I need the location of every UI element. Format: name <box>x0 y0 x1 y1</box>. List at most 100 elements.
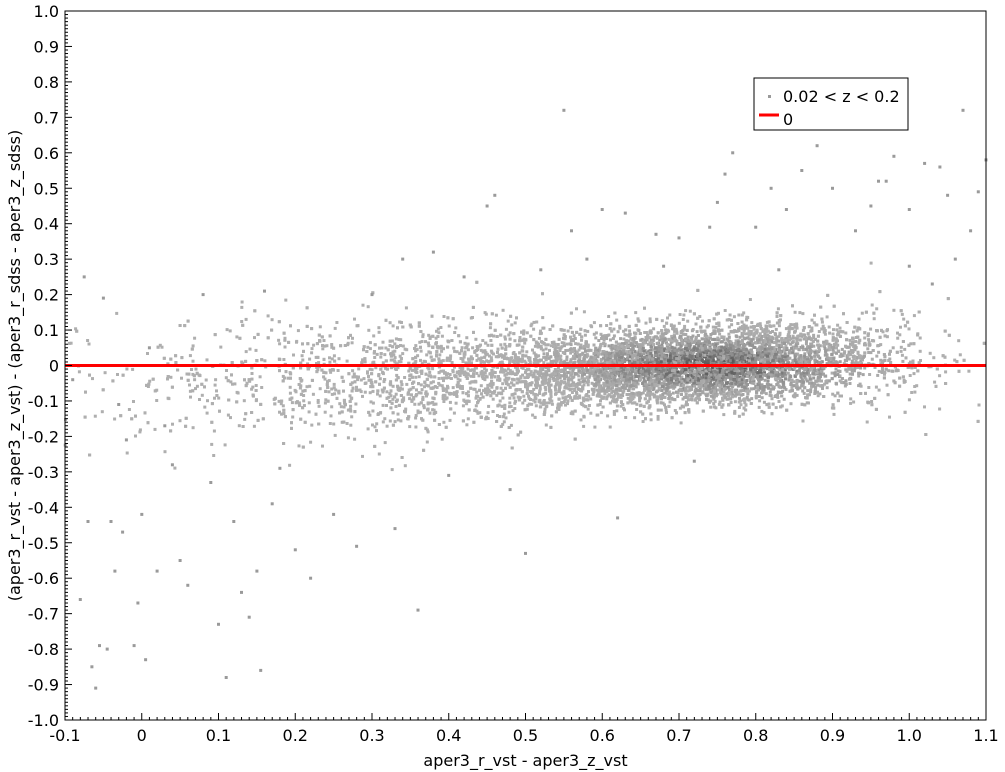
scatter-point <box>677 353 681 357</box>
scatter-point <box>631 381 635 385</box>
scatter-point <box>750 321 754 325</box>
scatter-point <box>573 354 577 357</box>
scatter-point <box>510 323 514 327</box>
scatter-point <box>231 382 234 386</box>
scatter-point <box>394 337 398 341</box>
scatter-point <box>479 348 483 352</box>
scatter-point <box>748 298 752 301</box>
scatter-point <box>852 330 855 334</box>
scatter-point <box>564 349 568 352</box>
scatter-point <box>115 311 119 315</box>
scatter-point <box>393 349 397 353</box>
scatter-point <box>325 344 329 348</box>
scatter-point <box>716 355 720 359</box>
scatter-point <box>366 345 370 349</box>
scatter-point <box>915 384 919 388</box>
scatter-point <box>401 344 405 348</box>
scatter-point <box>531 413 535 417</box>
scatter-point <box>381 361 385 365</box>
scatter-point <box>709 333 713 336</box>
scatter-point <box>354 402 358 406</box>
scatter-point <box>724 341 728 345</box>
scatter-point <box>357 367 361 371</box>
scatter-point <box>644 321 648 325</box>
scatter-point <box>373 356 377 359</box>
scatter-point <box>629 341 633 345</box>
scatter-point <box>891 346 895 350</box>
scatter-point <box>793 356 797 360</box>
scatter-point <box>938 407 942 411</box>
scatter-point <box>867 338 871 342</box>
scatter-point <box>486 386 490 390</box>
scatter-point <box>875 354 879 358</box>
scatter-point <box>599 411 603 415</box>
scatter-point <box>368 347 372 351</box>
scatter-point <box>619 337 623 341</box>
scatter-point <box>618 326 622 330</box>
scatter-point <box>538 374 542 378</box>
scatter-point <box>169 375 173 379</box>
scatter-point <box>518 396 522 400</box>
scatter-point <box>546 381 550 385</box>
scatter-point <box>716 341 719 345</box>
scatter-point <box>848 382 852 385</box>
scatter-point <box>426 430 430 434</box>
scatter-point <box>739 354 743 358</box>
scatter-point <box>771 385 775 389</box>
scatter-point <box>872 317 876 321</box>
scatter-point <box>466 390 470 394</box>
scatter-point <box>321 444 324 448</box>
scatter-point <box>624 416 628 419</box>
scatter-point <box>395 373 399 377</box>
scatter-point <box>845 345 849 349</box>
scatter-point <box>318 325 322 329</box>
scatter-point <box>777 324 781 328</box>
scatter-point <box>478 411 482 415</box>
scatter-point <box>863 366 867 370</box>
scatter-point <box>306 362 310 366</box>
scatter-point <box>583 346 587 350</box>
scatter-point <box>419 383 423 387</box>
scatter-point <box>498 399 502 403</box>
scatter-point <box>547 369 551 373</box>
scatter-point <box>263 359 267 363</box>
scatter-point <box>471 346 475 350</box>
scatter-point <box>669 340 673 344</box>
scatter-point <box>404 306 408 310</box>
scatter-point <box>661 401 665 405</box>
scatter-point <box>475 371 479 375</box>
scatter-point <box>818 392 822 396</box>
scatter-point <box>844 344 847 348</box>
scatter-point <box>395 362 398 366</box>
scatter-point <box>801 389 805 393</box>
scatter-point <box>539 331 543 335</box>
scatter-point <box>385 390 389 394</box>
scatter-point <box>440 437 444 441</box>
scatter-point <box>655 395 659 399</box>
scatter-point <box>765 327 769 331</box>
scatter-point <box>630 352 634 356</box>
scatter-point <box>711 342 715 346</box>
scatter-point <box>504 376 508 380</box>
scatter-point <box>200 393 204 397</box>
scatter-point <box>155 399 159 402</box>
scatter-point <box>279 402 283 406</box>
scatter-point <box>885 335 889 339</box>
scatter-point <box>686 396 690 399</box>
scatter-point <box>644 331 648 334</box>
scatter-point <box>668 313 672 317</box>
scatter-point <box>784 373 788 377</box>
scatter-point <box>638 399 642 403</box>
scatter-point <box>758 399 762 403</box>
scatter-point <box>309 440 313 444</box>
scatter-point <box>532 327 536 331</box>
scatter-point <box>469 374 473 378</box>
scatter-point <box>330 357 334 361</box>
scatter-point <box>777 400 781 403</box>
scatter-point <box>530 322 534 326</box>
scatter-point <box>738 326 742 330</box>
scatter-point <box>388 419 392 423</box>
scatter-point <box>427 333 431 337</box>
scatter-point <box>316 399 320 402</box>
scatter-point <box>538 345 541 349</box>
